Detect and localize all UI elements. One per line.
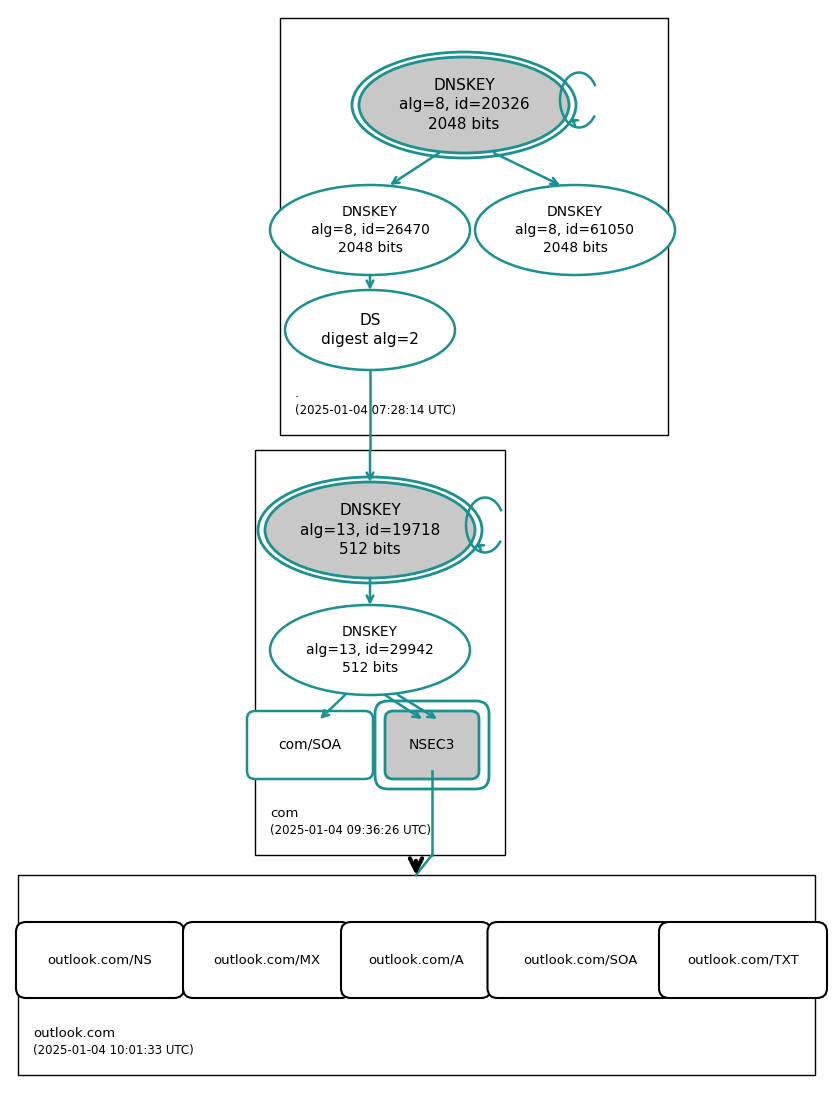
Text: outlook.com/SOA: outlook.com/SOA: [523, 954, 637, 966]
FancyBboxPatch shape: [183, 922, 351, 998]
Text: com/SOA: com/SOA: [278, 738, 342, 752]
FancyBboxPatch shape: [487, 922, 672, 998]
FancyBboxPatch shape: [247, 711, 373, 779]
Text: NSEC3: NSEC3: [409, 738, 455, 752]
Text: DNSKEY
alg=13, id=19718
512 bits: DNSKEY alg=13, id=19718 512 bits: [300, 503, 440, 557]
Text: outlook.com/TXT: outlook.com/TXT: [687, 954, 799, 966]
Ellipse shape: [475, 185, 675, 275]
Text: outlook.com/MX: outlook.com/MX: [213, 954, 321, 966]
Ellipse shape: [265, 482, 475, 578]
Text: (2025-01-04 07:28:14 UTC): (2025-01-04 07:28:14 UTC): [295, 404, 456, 417]
Text: outlook.com/NS: outlook.com/NS: [47, 954, 152, 966]
FancyBboxPatch shape: [659, 922, 827, 998]
Text: outlook.com/A: outlook.com/A: [368, 954, 464, 966]
Text: .: .: [295, 387, 299, 400]
FancyBboxPatch shape: [16, 922, 184, 998]
Text: outlook.com: outlook.com: [33, 1027, 115, 1040]
Ellipse shape: [359, 57, 569, 153]
Ellipse shape: [285, 290, 455, 370]
Text: DS
digest alg=2: DS digest alg=2: [321, 313, 419, 348]
Text: DNSKEY
alg=8, id=20326
2048 bits: DNSKEY alg=8, id=20326 2048 bits: [399, 78, 529, 132]
FancyBboxPatch shape: [255, 450, 505, 856]
Ellipse shape: [270, 185, 470, 275]
Ellipse shape: [270, 605, 470, 695]
Text: DNSKEY
alg=8, id=26470
2048 bits: DNSKEY alg=8, id=26470 2048 bits: [311, 205, 430, 255]
Text: DNSKEY
alg=8, id=61050
2048 bits: DNSKEY alg=8, id=61050 2048 bits: [516, 205, 635, 255]
Text: DNSKEY
alg=13, id=29942
512 bits: DNSKEY alg=13, id=29942 512 bits: [306, 625, 434, 675]
FancyBboxPatch shape: [280, 18, 668, 435]
Text: (2025-01-04 09:36:26 UTC): (2025-01-04 09:36:26 UTC): [270, 824, 431, 837]
FancyBboxPatch shape: [341, 922, 491, 998]
FancyBboxPatch shape: [385, 711, 479, 779]
FancyBboxPatch shape: [18, 875, 815, 1075]
Text: com: com: [270, 807, 298, 820]
Text: (2025-01-04 10:01:33 UTC): (2025-01-04 10:01:33 UTC): [33, 1044, 194, 1057]
